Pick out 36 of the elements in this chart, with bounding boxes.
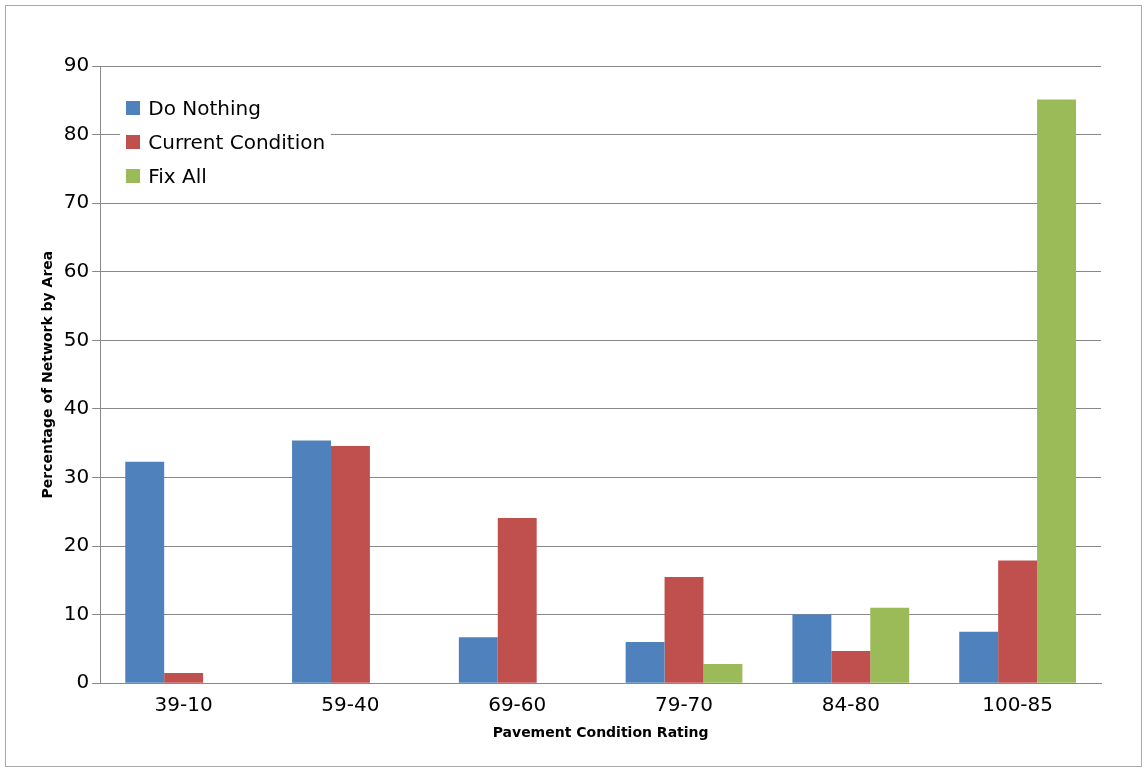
bar — [625, 642, 665, 683]
bar — [959, 631, 999, 683]
bar — [831, 650, 871, 683]
bar — [703, 664, 743, 683]
y-tick-label: 40 — [63, 395, 90, 420]
y-tick-label: 20 — [63, 532, 90, 557]
bar — [330, 445, 370, 683]
x-tick-label: 39-10 — [154, 692, 213, 717]
x-tick-label: 79-70 — [654, 692, 714, 717]
bar — [458, 637, 498, 683]
bar — [1037, 99, 1076, 683]
y-axis-title: Percentage of Network by Area — [39, 250, 56, 499]
y-tick-label: 80 — [63, 120, 90, 145]
y-tick-label: 50 — [63, 326, 90, 351]
bar — [870, 607, 910, 683]
legend-label: Current Condition — [148, 130, 326, 154]
legend-label: Do Nothing — [148, 96, 261, 120]
y-tick-label: 90 — [63, 52, 90, 77]
y-tick-label: 10 — [63, 600, 90, 625]
y-tick-label: 0 — [76, 669, 90, 694]
bar — [998, 560, 1038, 683]
x-axis-title: Pavement Condition Rating — [492, 724, 709, 741]
y-tick-label: 60 — [63, 257, 90, 282]
bar — [292, 440, 331, 683]
bar — [664, 576, 704, 683]
bar — [497, 517, 537, 683]
bar — [125, 461, 165, 683]
x-tick-label: 84-80 — [821, 692, 880, 717]
bar — [164, 672, 204, 683]
y-tick-label: 70 — [63, 189, 90, 214]
y-tick-label: 30 — [63, 463, 90, 488]
x-tick-label: 100-85 — [982, 692, 1054, 717]
x-tick-label: 69-60 — [488, 692, 547, 717]
x-tick-label: 59-40 — [321, 692, 380, 717]
legend-label: Fix All — [148, 164, 207, 188]
bar — [792, 614, 832, 683]
